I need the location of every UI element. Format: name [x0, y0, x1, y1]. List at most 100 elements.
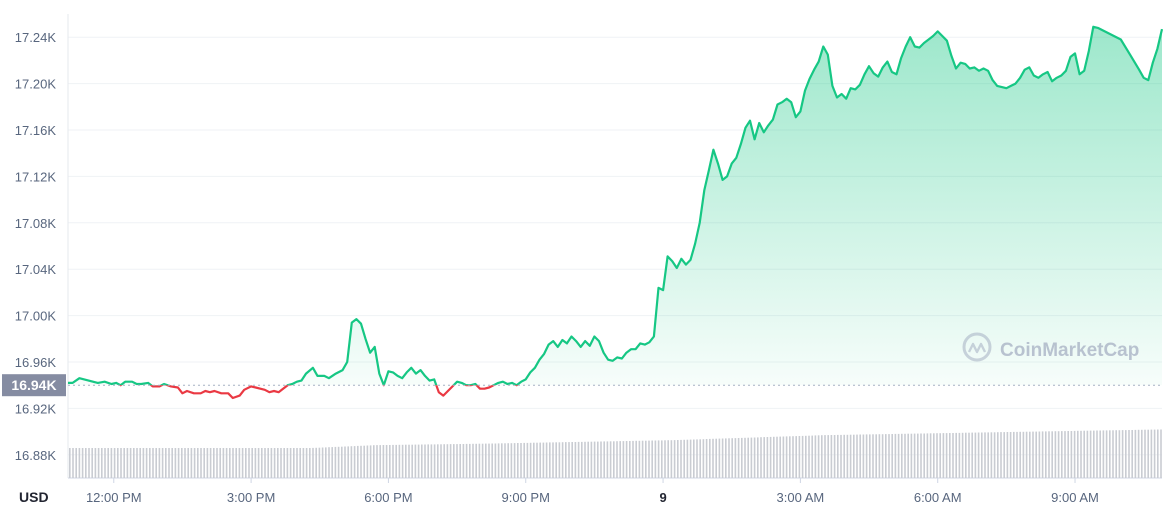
volume-bar: [421, 444, 423, 478]
volume-bar: [382, 445, 385, 478]
volume-bar: [613, 441, 615, 478]
volume-bar: [837, 434, 839, 478]
price-line-down: [118, 385, 519, 400]
volume-bar: [213, 448, 215, 478]
volume-bar: [101, 448, 103, 478]
volume-bar: [1057, 431, 1060, 478]
volume-bar: [1003, 432, 1005, 478]
volume-bar: [785, 436, 788, 478]
volume-bar: [955, 432, 957, 478]
volume-bar: [491, 443, 493, 478]
volume-bar: [929, 433, 932, 478]
volume-bar: [958, 432, 961, 478]
volume-bar: [817, 435, 820, 478]
volume-bar: [907, 433, 909, 478]
volume-bar: [1013, 431, 1015, 478]
volume-bar: [1160, 429, 1162, 478]
volume-bar: [725, 438, 727, 478]
volume-bar: [158, 448, 161, 478]
volume-bar: [485, 443, 487, 478]
volume-bar: [616, 441, 618, 478]
volume-bar: [840, 434, 842, 478]
volume-bar: [1109, 430, 1111, 478]
volume-bar: [379, 445, 381, 478]
volume-bar: [593, 441, 596, 478]
volume-bar: [843, 434, 845, 478]
y-tick-label: 17.00K: [15, 309, 57, 324]
x-tick-label: 9:00 AM: [1051, 490, 1099, 505]
volume-bar: [1038, 431, 1041, 478]
volume-bar: [78, 448, 81, 478]
volume-bar: [565, 442, 567, 478]
volume-bar: [910, 433, 913, 478]
volume-bar: [200, 448, 202, 478]
volume-bar: [337, 446, 340, 478]
volume-bar: [494, 443, 497, 478]
volume-bar: [168, 448, 170, 478]
volume-bar: [123, 448, 125, 478]
volume-bar: [702, 439, 705, 478]
volume-bar: [539, 442, 541, 478]
volume-bar: [590, 441, 593, 478]
volume-bar: [913, 433, 916, 478]
volume-bar: [709, 438, 711, 478]
volume-bar: [673, 440, 676, 478]
volume-bar: [315, 447, 317, 478]
volume-bar: [747, 437, 749, 478]
watermark: CoinMarketCap: [962, 332, 1139, 362]
volume-bar: [277, 448, 279, 478]
y-tick-label: 16.92K: [15, 401, 57, 416]
volume-bar: [638, 440, 641, 478]
y-tick-label: 17.08K: [15, 216, 57, 231]
volume-bar: [645, 440, 647, 478]
volume-bar: [981, 432, 983, 478]
volume-bar: [1105, 430, 1108, 478]
volume-bar: [689, 439, 692, 478]
volume-bar: [997, 432, 999, 478]
volume-bar: [737, 438, 740, 478]
volume-bar: [686, 439, 689, 478]
volume-bar: [705, 439, 708, 478]
volume-bar: [875, 434, 877, 478]
price-line-up: [68, 25, 1164, 386]
volume-bar: [753, 437, 756, 478]
volume-bar: [1045, 431, 1047, 478]
price-area-fill: [68, 26, 1162, 386]
volume-bar: [894, 433, 897, 478]
volume-bar: [805, 435, 807, 478]
volume-bar: [373, 445, 375, 478]
volume-bar: [478, 443, 481, 478]
volume-bar: [517, 443, 519, 478]
volume-bar: [766, 437, 769, 478]
volume-bar: [750, 437, 753, 478]
volume-bar: [241, 448, 244, 478]
volume-bar: [174, 448, 177, 478]
volume-bar: [254, 448, 257, 478]
volume-bar: [814, 435, 817, 478]
volume-bar: [555, 442, 557, 478]
volume-bar: [1073, 430, 1076, 478]
watermark-text: CoinMarketCap: [1000, 340, 1139, 361]
volume-bar: [670, 440, 673, 478]
volume-bar: [1006, 432, 1009, 478]
volume-bar: [830, 435, 833, 478]
volume-bar: [1080, 430, 1082, 478]
baseline-badge-bg: [2, 374, 66, 397]
grid-lines: [67, 14, 1162, 479]
volume-bar: [942, 433, 945, 478]
volume-bar: [286, 448, 289, 478]
volume-bar: [360, 445, 362, 478]
volume-bar: [587, 441, 589, 478]
volume-bar: [632, 440, 634, 478]
volume-bar: [885, 434, 887, 478]
volume-bar: [417, 444, 420, 478]
volume-bar: [683, 439, 685, 478]
volume-bar: [216, 448, 218, 478]
volume-bar: [392, 444, 394, 478]
volume-bar: [923, 433, 925, 478]
volume-bar: [718, 438, 721, 478]
volume-bar: [293, 448, 295, 478]
volume-bar: [891, 434, 893, 478]
volume-bar: [974, 432, 977, 478]
